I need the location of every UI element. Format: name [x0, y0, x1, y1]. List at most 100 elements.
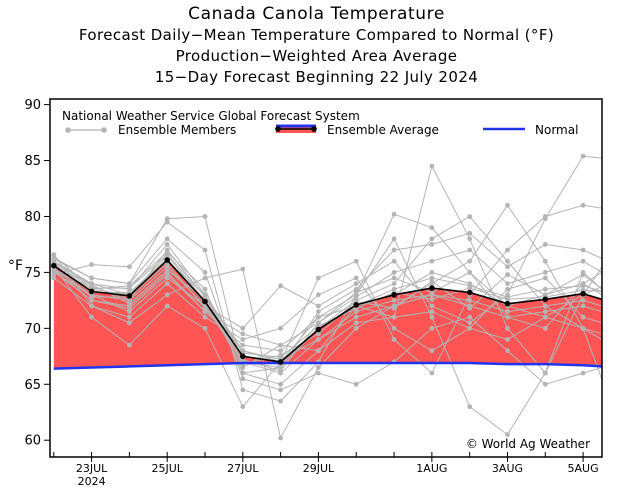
- y-tick-label: 90: [24, 98, 41, 113]
- ensemble-member-point: [164, 281, 170, 286]
- ensemble-average-point: [88, 288, 95, 295]
- ensemble-member-point: [580, 314, 586, 320]
- ensemble-member-point: [429, 314, 435, 320]
- ensemble-average-point: [315, 326, 322, 333]
- ensemble-member-point: [429, 225, 435, 231]
- chart-subtitle-2: Production−Weighted Area Average: [175, 47, 458, 65]
- ensemble-member-point: [278, 355, 283, 360]
- ensemble-member-line: [53, 238, 602, 391]
- ensemble-member-point: [353, 325, 359, 331]
- legend-average-label: Ensemble Average: [327, 123, 439, 137]
- ensemble-member-point: [542, 286, 548, 292]
- ensemble-member-point: [89, 282, 94, 288]
- ensemble-average-point: [240, 353, 246, 360]
- legend-header: National Weather Service Global Forecast…: [62, 109, 360, 123]
- ensemble-member-point: [505, 314, 510, 320]
- ensemble-average-point: [353, 302, 360, 308]
- ensemble-average-point: [542, 296, 549, 303]
- ensemble-member-point: [580, 370, 586, 376]
- ensemble-member-point: [126, 320, 132, 326]
- ensemble-member-point: [51, 275, 57, 281]
- ensemble-member-point: [467, 325, 473, 331]
- ensemble-member-line: [53, 262, 602, 361]
- ensemble-member-point: [126, 298, 132, 303]
- ensemble-member-point: [126, 314, 132, 320]
- ensemble-member-point: [353, 294, 359, 300]
- ensemble-average-point: [391, 292, 397, 298]
- ensemble-member-point: [278, 368, 283, 374]
- ensemble-member-point: [164, 242, 170, 247]
- ensemble-member-point: [164, 236, 170, 242]
- ensemble-member-point: [51, 272, 57, 277]
- ensemble-member-point: [126, 301, 132, 307]
- ensemble-member-point: [619, 158, 624, 163]
- ensemble-member-point: [126, 264, 132, 270]
- legend-members-label: Ensemble Members: [118, 123, 236, 137]
- ensemble-member-point: [278, 398, 283, 404]
- y-tick-label: 70: [24, 322, 41, 337]
- ensemble-member-point: [240, 266, 246, 272]
- ensemble-member-line: [53, 204, 602, 408]
- ensemble-member-point: [505, 337, 510, 342]
- ensemble-member-line: [53, 232, 602, 374]
- ensemble-member-line: [53, 266, 602, 374]
- ensemble-member-point: [542, 314, 548, 320]
- ensemble-member-point: [391, 337, 397, 342]
- ensemble-member-point: [126, 309, 132, 314]
- ensemble-member-point: [89, 294, 94, 300]
- ensemble-member-point: [202, 286, 208, 292]
- ensemble-member-point: [505, 309, 510, 314]
- plot-frame: [49, 98, 603, 458]
- ensemble-member-point: [619, 309, 624, 314]
- ensemble-member-point: [429, 348, 435, 354]
- ensemble-member-point: [164, 219, 170, 225]
- ensemble-member-point: [580, 247, 586, 253]
- ensemble-member-point: [619, 209, 624, 214]
- ensemble-member-point: [619, 304, 624, 309]
- ensemble-member-point: [316, 337, 321, 342]
- ensemble-member-line: [53, 277, 602, 352]
- ensemble-member-point: [353, 320, 359, 326]
- x-tick-label: 1AUG: [416, 462, 447, 475]
- ensemble-member-point: [391, 325, 397, 331]
- ensemble-member-point: [353, 275, 359, 281]
- ensemble-member-point: [391, 275, 397, 281]
- ensemble-member-point: [316, 370, 321, 376]
- normal-line: [53, 361, 602, 370]
- ensemble-member-point: [580, 325, 586, 331]
- ensemble-member-point: [51, 267, 57, 273]
- ensemble-member-point: [202, 247, 208, 253]
- ensemble-member-point: [353, 290, 359, 295]
- ensemble-member-point: [429, 279, 435, 284]
- ensemble-member-point: [89, 298, 94, 303]
- chart-title: Canada Canola Temperature: [188, 4, 445, 24]
- ensemble-member-point: [429, 275, 435, 281]
- ensemble-member-point: [391, 211, 397, 217]
- ensemble-member-point: [89, 275, 94, 281]
- ensemble-member-point: [240, 331, 246, 337]
- ensemble-average-point: [466, 289, 473, 296]
- ensemble-member-line: [53, 258, 602, 372]
- ensemble-member-point: [278, 381, 283, 387]
- ensemble-member-point: [316, 314, 321, 320]
- ensemble-member-point: [429, 303, 435, 309]
- ensemble-member-point: [202, 325, 208, 331]
- ensemble-member-point: [505, 264, 510, 270]
- ensemble-member-point: [429, 258, 435, 264]
- ensemble-member-point: [278, 283, 283, 289]
- copyright-note: © World Ag Weather: [466, 437, 590, 451]
- ensemble-average-point: [202, 298, 208, 305]
- ensemble-member-point: [619, 264, 624, 269]
- ensemble-member-line: [53, 213, 602, 352]
- ensemble-member-point: [316, 331, 321, 337]
- ensemble-member-point: [202, 270, 208, 275]
- ensemble-member-point: [619, 326, 624, 331]
- ensemble-member-point: [542, 381, 548, 387]
- y-tick-label: 65: [24, 378, 41, 393]
- ensemble-member-point: [467, 314, 473, 320]
- ensemble-member-point: [619, 429, 624, 434]
- ensemble-member-point: [240, 404, 246, 410]
- ensemble-member-point: [202, 309, 208, 314]
